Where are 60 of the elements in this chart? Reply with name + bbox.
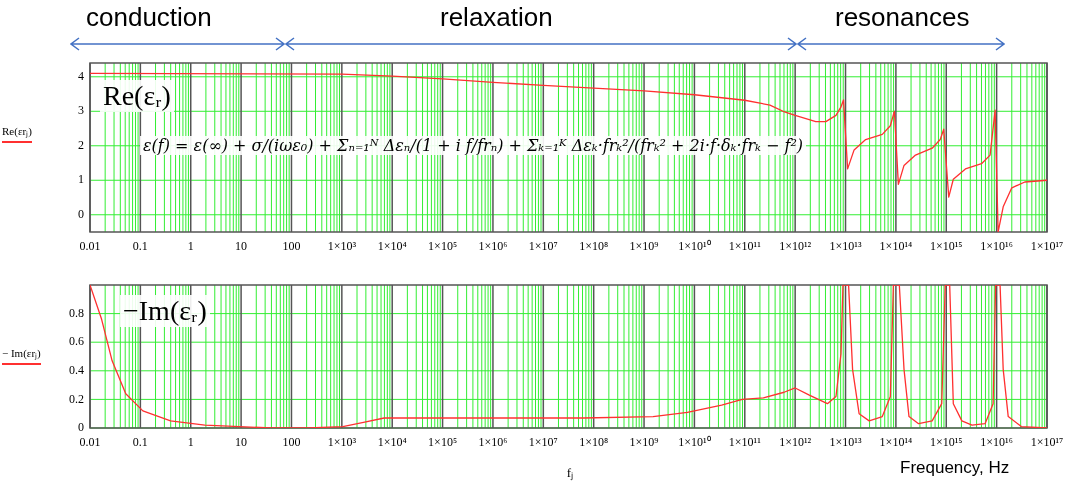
x-tick-label: 1×10¹⁴ (879, 239, 913, 254)
x-tick-label: 1×10³ (327, 435, 357, 450)
text: conduction (86, 2, 212, 33)
x-tick-label: 1×10¹⁶ (980, 435, 1013, 450)
y-axis-title: Re(εrⱼ) (2, 123, 32, 143)
y-tick-label: 0 (78, 206, 84, 221)
y-tick-label: 0.2 (69, 391, 84, 406)
y-tick-label: 0.4 (69, 362, 84, 377)
x-tick-label: 1×10⁷ (528, 435, 558, 450)
x-tick-label: 1×10¹² (779, 435, 812, 450)
y-tick-label: 1 (78, 172, 84, 187)
x-tick-label: 1×10¹⁰ (678, 435, 711, 450)
x-tick-label: 1 (187, 239, 194, 254)
y-tick-label: 0.6 (69, 334, 84, 349)
annotation: −Im(εᵣ) (120, 295, 210, 327)
y-tick-label: 0 (78, 420, 84, 435)
x-tick-label: 1×10⁶ (478, 239, 508, 254)
x-tick-label: 1×10¹⁰ (678, 239, 711, 254)
text: Frequency, Hz (900, 458, 1010, 478)
x-tick-label: 1×10⁶ (478, 435, 508, 450)
x-tick-label: 10 (235, 435, 248, 450)
x-tick-label: 1 (187, 435, 194, 450)
y-tick-label: 2 (78, 137, 84, 152)
x-tick-label: 0.01 (79, 435, 101, 450)
x-tick-label: 0.1 (132, 435, 148, 450)
x-tick-label: 1×10⁸ (579, 239, 609, 254)
x-tick-label: 1×10¹¹ (728, 239, 762, 254)
x-tick-label: 1×10¹⁴ (879, 435, 913, 450)
x-tick-label: 1×10³ (327, 239, 357, 254)
x-tick-label: 1×10¹¹ (728, 435, 762, 450)
annotation: Re(εᵣ) (100, 80, 174, 112)
x-tick-label: 1×10⁵ (428, 435, 458, 450)
x-tick-label: 10 (235, 239, 248, 254)
x-axis-title: fⱼ (566, 464, 574, 481)
x-tick-label: 100 (282, 435, 301, 450)
y-tick-label: 3 (78, 103, 84, 118)
x-tick-label: 1×10¹³ (829, 239, 862, 254)
x-tick-label: 0.01 (79, 239, 101, 254)
x-tick-label: 1×10⁸ (579, 435, 609, 450)
x-tick-label: 1×10⁹ (629, 239, 659, 254)
x-tick-label: 1×10¹² (779, 239, 812, 254)
y-tick-label: 4 (78, 68, 84, 83)
annotation: ε(f) = ε(∞) + σ/(iωε₀) + Σₙ₌₁ᴺ Δεₙ/(1 + i f/frₙ) + Σₖ₌₁ᴷ Δεₖ·frₖ²/(frₖ² + 2i·f·δₖ·frₖ − f²) (140, 136, 807, 155)
x-tick-label: 1×10⁵ (428, 239, 458, 254)
x-tick-label: 1×10¹⁶ (980, 239, 1013, 254)
text: relaxation (440, 2, 553, 33)
x-tick-label: 0.1 (132, 239, 148, 254)
x-tick-label: 1×10⁴ (377, 239, 407, 254)
y-axis-title: − Im(εrⱼ) (2, 345, 41, 365)
x-tick-label: 100 (282, 239, 301, 254)
x-tick-label: 1×10¹³ (829, 435, 862, 450)
x-tick-label: 1×10¹⁷ (1030, 239, 1064, 254)
x-tick-label: 1×10¹⁵ (929, 435, 963, 450)
x-tick-label: 1×10⁷ (528, 239, 558, 254)
x-tick-label: 1×10⁴ (377, 435, 407, 450)
x-tick-label: 1×10⁹ (629, 435, 659, 450)
y-tick-label: 0.8 (69, 305, 84, 320)
text: resonances (835, 2, 970, 33)
x-tick-label: 1×10¹⁷ (1030, 435, 1064, 450)
x-tick-label: 1×10¹⁵ (929, 239, 963, 254)
